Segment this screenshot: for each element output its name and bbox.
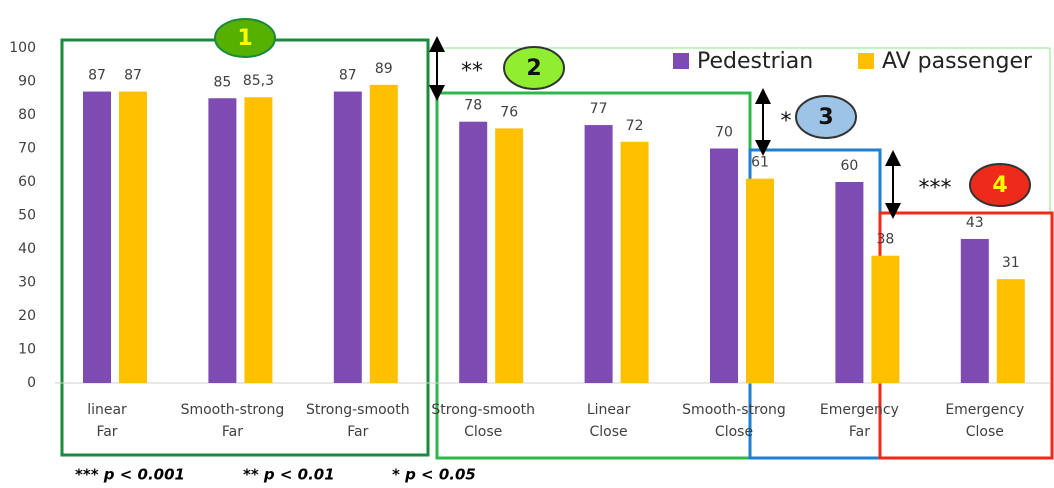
value-label: 43 [966,215,984,231]
badge [214,18,276,58]
y-tick-label: 80 [18,107,36,123]
y-tick-label: 0 [27,375,36,391]
y-tick-label: 90 [18,74,36,90]
bar [459,121,488,383]
legend-label: Pedestrian [697,49,813,74]
x-tick-label: Strong-smooth Close [431,402,535,440]
bar [244,97,273,384]
footnote: * p < 0.05 [392,466,476,484]
y-tick-label: 50 [18,208,36,224]
value-label: 76 [500,104,518,120]
bar [710,148,738,383]
y-tick-label: 10 [18,342,36,358]
bar [83,91,111,384]
annotation: 3 [818,105,833,130]
x-tick-label: linear Far [87,402,127,440]
legend-swatch [858,53,874,69]
annotation: ** [461,59,483,84]
bar [369,84,398,383]
footnote: *** p < 0.001 [75,466,185,484]
y-tick-label: 30 [18,275,36,291]
annotation: *** [919,176,952,201]
bar [835,182,864,383]
y-tick-label: 40 [18,241,36,257]
x-tick-label: Smooth-strong Close [682,402,786,440]
bar [996,279,1025,383]
annotation: 2 [526,56,541,81]
x-tick-label: Linear Close [587,402,631,440]
y-tick-label: 70 [18,141,36,157]
value-label: 70 [715,125,733,141]
y-tick-label: 20 [18,308,36,324]
value-label: 87 [124,68,142,84]
legend-swatch [673,53,689,69]
bar [208,98,237,383]
bar [746,178,774,383]
value-label: 31 [1002,255,1020,271]
legend-label: AV passenger [882,49,1033,74]
value-label: 89 [375,61,393,77]
x-tick-label: Smooth-strong Far [181,402,285,440]
value-label: 38 [876,232,894,248]
bar [333,91,362,384]
y-tick-label: 60 [18,174,36,190]
value-label: 78 [464,98,482,114]
value-label: 85,3 [243,73,274,89]
value-label: 60 [840,158,858,174]
annotation: 4 [992,173,1007,198]
badge [503,46,565,90]
value-label: 61 [751,155,769,171]
value-label: 87 [339,68,357,84]
annotation: 1 [237,26,252,51]
y-tick-label: 100 [9,40,36,56]
bar [119,91,147,384]
bar [620,141,649,383]
value-label: 77 [590,101,608,117]
x-tick-label: Strong-smooth Far [306,402,410,440]
annotation: * [781,109,792,134]
badge [795,95,857,139]
x-tick-label: Emergency Far [820,402,899,440]
bar [871,255,900,383]
value-label: 85 [213,74,231,90]
x-tick-label: Emergency Close [945,402,1024,440]
bar [584,125,613,384]
value-label: 72 [626,118,644,134]
bar [960,238,989,383]
footnote: ** p < 0.01 [243,466,335,484]
value-label: 87 [88,68,106,84]
bar [495,128,524,383]
badge [969,163,1031,207]
